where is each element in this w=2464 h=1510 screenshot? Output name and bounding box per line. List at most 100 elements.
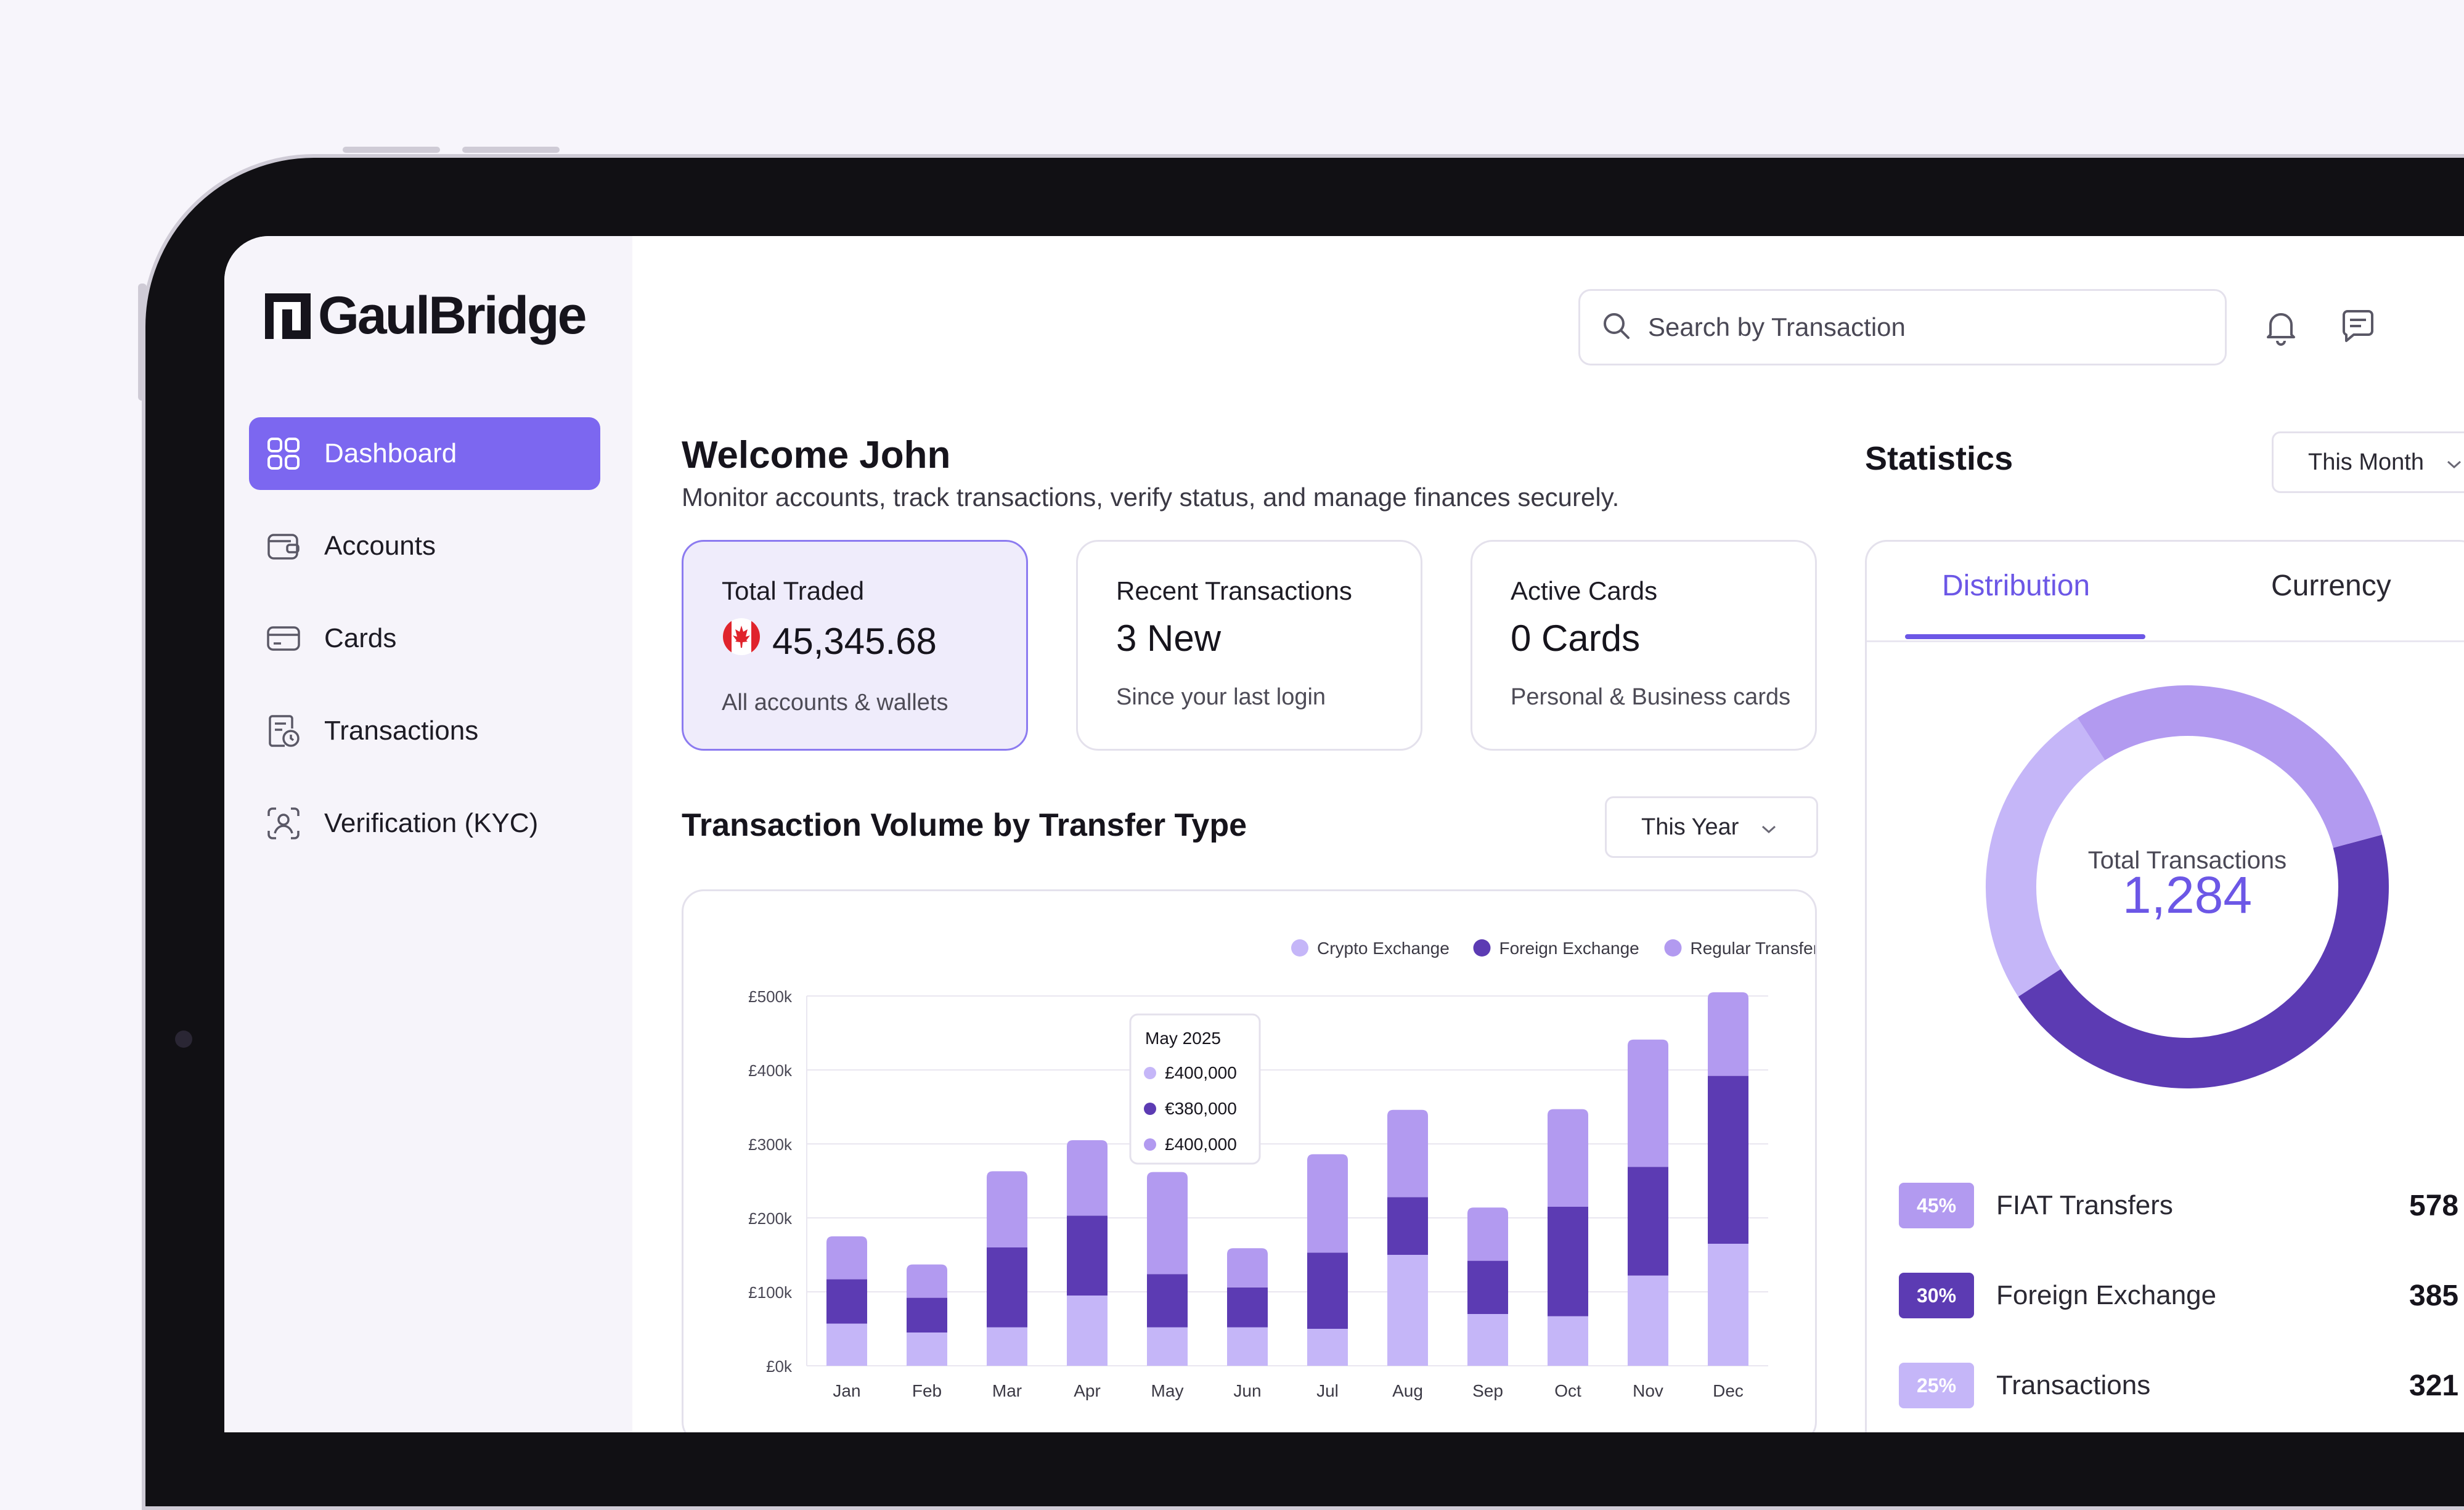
search-icon [1601,311,1632,345]
volume-chart-card: £0k £100k £200k £300k £400k £500k Jan Feb Mar Apr… [682,889,1819,1432]
sidebar-item-cards[interactable]: Cards [249,602,600,675]
legend-count: 578 [2409,1190,2459,1222]
distribution-donut-chart: Total Transactions 1,284 [1985,685,2389,1088]
bar-segment [1467,1260,1508,1314]
card-title: Recent Transactions [1116,576,1352,605]
sidebar-item-label: Accounts [324,531,436,561]
bar-segment [1147,1172,1188,1275]
legend-pct-badge: 25% [1899,1363,1974,1408]
legend-label: Foreign Exchange [1499,939,1639,958]
legend-swatch [1473,939,1491,957]
x-tick-label: Sep [1472,1381,1503,1400]
x-tick-label: Oct [1554,1381,1581,1400]
canada-flag-icon [722,617,761,665]
y-tick-label: £300k [748,1135,793,1154]
x-tick-label: Jan [833,1381,860,1400]
bar-segment [1708,992,1748,1076]
bar-segment [1067,1215,1108,1296]
x-tick-label: Jul [1316,1381,1339,1400]
card-subtitle: Personal & Business cards [1511,684,1791,710]
card-value: 3 New [1116,618,1222,659]
card-value: 0 Cards [1511,618,1641,659]
active-tab-indicator [1905,634,2145,639]
bar-segment [1307,1154,1348,1253]
tab-currency[interactable]: Currency [2271,569,2391,602]
y-tick-label: £400k [748,1061,793,1080]
donut-center-label: Total Transactions [2088,847,2287,874]
sidebar-item-label: Transactions [324,716,479,746]
bar-segment [1628,1275,1668,1366]
transactions-clock-icon [266,714,301,748]
bar-segment [1227,1248,1268,1288]
x-tick-label: Feb [912,1381,942,1400]
bar-segment [1307,1329,1348,1366]
bar-segment [1227,1287,1268,1328]
bar-segment [987,1327,1027,1366]
legend-swatch [1291,939,1308,957]
card-title: Active Cards [1511,576,1658,605]
summary-card-recent-transactions[interactable]: Recent Transactions 3 New Since your las… [1076,540,1422,751]
search-bar[interactable] [1578,289,2227,365]
y-tick-label: £200k [748,1209,793,1228]
sidebar-item-accounts[interactable]: Accounts [249,510,600,582]
bar-segment [1628,1039,1668,1167]
sidebar: GaulBridge Dashboard Accounts [224,236,632,1432]
y-tick-label: £500k [748,987,793,1006]
bar-segment [826,1323,867,1366]
bar-segment [1067,1140,1108,1216]
donut-center-value: 1,284 [2123,866,2252,924]
statistics-period-dropdown[interactable]: This Month [2272,431,2464,493]
legend-label: Transactions [1996,1370,2151,1400]
tooltip-value: €380,000 [1165,1099,1237,1118]
welcome-title: Welcome John [682,434,951,476]
summary-card-active-cards[interactable]: Active Cards 0 Cards Personal & Business… [1471,540,1817,751]
summary-card-total-traded[interactable]: Total Traded 45,345.68 All accoun [682,540,1028,751]
sidebar-item-verification[interactable]: Verification (KYC) [249,787,600,860]
bell-icon[interactable] [2259,305,2303,348]
bar-segment [1147,1327,1188,1366]
logo-mark-icon [265,293,311,339]
chat-icon[interactable] [2336,305,2380,348]
search-input[interactable] [1647,312,2192,343]
bar-segment [1387,1109,1428,1198]
bar-segment [1548,1316,1588,1366]
total-traded-value: 45,345.68 [772,620,937,662]
main-content: Welcome John Monitor accounts, track tra… [632,236,2464,1432]
statistics-tabs: Distribution Currency [1867,542,2464,642]
x-tick-label: Dec [1713,1381,1744,1400]
sidebar-item-transactions[interactable]: Transactions [249,695,600,767]
tooltip-swatch [1144,1103,1156,1115]
bar-segment [907,1332,947,1366]
x-tick-label: May [1151,1381,1184,1400]
bar-segment [1467,1314,1508,1366]
tab-distribution[interactable]: Distribution [1942,569,2091,602]
chevron-down-icon [1761,814,1777,841]
tooltip-value: £400,000 [1165,1063,1237,1082]
donut-segment [1985,685,2389,1088]
volume-period-dropdown[interactable]: This Year [1605,796,1818,858]
sidebar-item-dashboard[interactable]: Dashboard [249,417,600,490]
x-tick-label: Nov [1633,1381,1663,1400]
legend-swatch [1664,939,1682,957]
legend-pct-badge: 30% [1899,1273,1974,1318]
legend-item-foreign-exchange[interactable]: 30% Foreign Exchange [1899,1273,2216,1318]
welcome-subtitle: Monitor accounts, track transactions, ve… [682,483,1620,512]
wallet-icon [266,529,301,563]
legend-item-fiat[interactable]: 45% FIAT Transfers [1899,1183,2173,1228]
legend-label: FIAT Transfers [1996,1190,2173,1220]
bar-segment [987,1171,1027,1247]
legend-item-transactions[interactable]: 25% Transactions [1899,1363,2150,1408]
dropdown-label: This Year [1641,814,1739,840]
legend-pct-badge: 45% [1899,1183,1974,1228]
bar-segment [1387,1255,1428,1366]
legend-count: 321 [2409,1369,2459,1402]
app-screen: GaulBridge Dashboard Accounts [224,236,2464,1432]
x-tick-label: Apr [1074,1381,1101,1400]
tooltip-value: £400,000 [1165,1135,1237,1154]
volume-bar-chart: £0k £100k £200k £300k £400k £500k Jan Feb Mar Apr… [748,939,1819,1400]
bar-segment [1307,1252,1348,1329]
bar-segment [1708,1244,1748,1366]
tooltip-swatch [1144,1067,1156,1079]
statistics-title: Statistics [1865,440,2013,477]
brand-logo[interactable]: GaulBridge [265,285,587,346]
